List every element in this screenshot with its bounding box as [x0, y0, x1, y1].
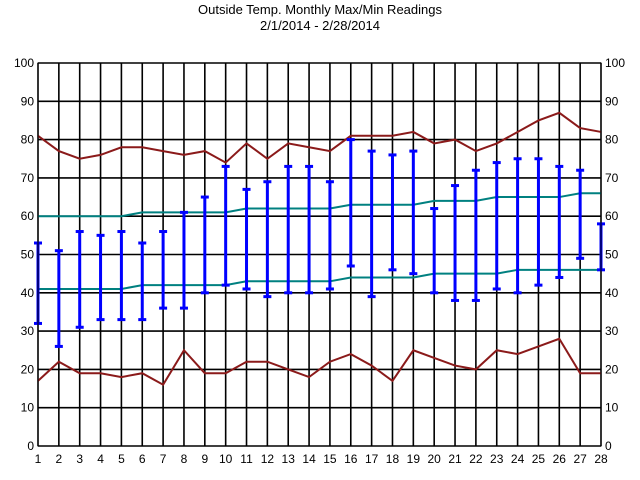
y-tick-label-left: 20	[21, 362, 35, 376]
x-tick-label: 8	[181, 452, 188, 466]
series-line-2	[38, 192, 601, 218]
x-tick-label: 13	[282, 452, 296, 466]
x-tick-label: 21	[448, 452, 462, 466]
y-tick-label-right: 70	[605, 171, 619, 185]
y-tick-label-right: 80	[605, 133, 619, 147]
chart-title: Outside Temp. Monthly Max/Min Readings	[198, 2, 442, 17]
x-tick-label: 2	[56, 452, 63, 466]
tick-labels: 0 0 10 10 20 20 30 30 40 40 50 50 60 60 70 70 80 80 90 90 10…	[14, 56, 625, 466]
x-tick-label: 5	[118, 452, 125, 466]
y-tick-label-left: 60	[21, 209, 35, 223]
y-tick-label-left: 90	[21, 94, 35, 108]
y-tick-label-left: 10	[21, 401, 35, 415]
x-tick-label: 15	[323, 452, 337, 466]
x-tick-label: 9	[201, 452, 208, 466]
x-tick-label: 28	[594, 452, 608, 466]
chart-subtitle: 2/1/2014 - 2/28/2014	[260, 18, 380, 33]
x-tick-label: 25	[532, 452, 546, 466]
y-tick-label-right: 10	[605, 401, 619, 415]
series-layer	[34, 111, 605, 387]
y-tick-label-right: 100	[605, 56, 625, 70]
y-tick-label-left: 100	[14, 56, 34, 70]
y-tick-label-right: 90	[605, 94, 619, 108]
y-tick-label-right: 60	[605, 209, 619, 223]
x-tick-label: 19	[407, 452, 421, 466]
x-tick-label: 27	[573, 452, 587, 466]
x-tick-label: 17	[365, 452, 379, 466]
x-tick-label: 16	[344, 452, 358, 466]
x-tick-label: 24	[511, 452, 525, 466]
series-line-3	[38, 268, 601, 290]
x-tick-label: 18	[386, 452, 400, 466]
y-tick-label-left: 40	[21, 286, 35, 300]
y-tick-label-left: 80	[21, 133, 35, 147]
series-line-1	[37, 337, 601, 387]
x-tick-label: 6	[139, 452, 146, 466]
x-tick-label: 11	[240, 452, 253, 466]
x-tick-label: 20	[428, 452, 442, 466]
y-tick-label-left: 50	[21, 248, 35, 262]
x-tick-label: 26	[553, 452, 567, 466]
plot-frame	[37, 62, 602, 447]
y-tick-label-right: 50	[605, 248, 619, 262]
y-tick-label-left: 70	[21, 171, 35, 185]
x-tick-label: 22	[469, 452, 483, 466]
y-tick-label-right: 40	[605, 286, 619, 300]
y-tick-label-left: 0	[27, 439, 34, 453]
x-tick-label: 10	[219, 452, 233, 466]
x-tick-label: 12	[261, 452, 275, 466]
y-tick-label-right: 20	[605, 362, 619, 376]
x-tick-label: 3	[76, 452, 83, 466]
series-line-0	[37, 111, 602, 164]
x-tick-label: 4	[97, 452, 104, 466]
y-tick-label-right: 30	[605, 324, 619, 338]
y-tick-label-left: 30	[21, 324, 35, 338]
y-tick-label-right: 0	[605, 439, 612, 453]
x-tick-label: 23	[490, 452, 504, 466]
x-tick-label: 1	[35, 452, 42, 466]
x-tick-label: 7	[160, 452, 167, 466]
x-tick-label: 14	[302, 452, 316, 466]
